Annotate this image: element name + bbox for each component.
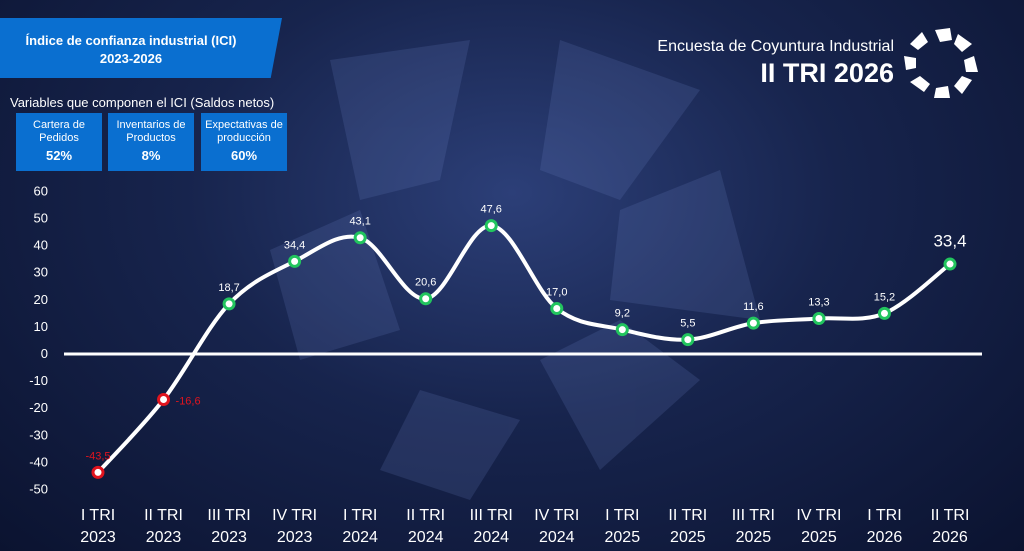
x-tick-label: II TRI 2026 (930, 507, 970, 546)
y-tick-label: -20 (29, 400, 48, 415)
data-point (484, 219, 498, 233)
x-tick-label: IV TRI 2025 (796, 507, 842, 546)
indicator-box: Cartera de Pedidos 52% (16, 113, 102, 171)
indicator-label: Cartera de Pedidos (33, 119, 85, 144)
value-label: -16,6 (176, 395, 201, 407)
x-tick-label: I TRI 2025 (604, 507, 641, 546)
value-label: 17,0 (546, 286, 567, 298)
data-point (288, 254, 302, 268)
y-tick-label: -50 (29, 481, 48, 496)
data-point (812, 312, 826, 326)
data-point (91, 465, 105, 479)
x-tick-label: III TRI 2024 (469, 507, 513, 546)
y-tick-label: 10 (34, 319, 48, 334)
data-point (222, 297, 236, 311)
indicator-value: 60% (230, 148, 258, 163)
x-tick-label: III TRI 2025 (731, 507, 775, 546)
y-tick-label: 30 (34, 265, 48, 280)
x-tick-label: I TRI 2024 (342, 507, 378, 546)
indicators-title: Variables que componen el ICI (Saldos ne… (10, 95, 275, 110)
header-title: Índice de confianza industrial (ICI) 202… (0, 18, 282, 78)
value-label: 43,1 (349, 216, 370, 228)
indicator-value: 52% (45, 148, 73, 163)
survey-period: II TRI 2026 (760, 58, 894, 88)
y-tick-label: 40 (34, 238, 48, 253)
value-label: 47,6 (481, 203, 502, 215)
data-point (550, 301, 564, 315)
value-label: 33,4 (933, 232, 966, 251)
x-tick-label: I TRI 2023 (80, 507, 116, 546)
data-point (943, 257, 957, 271)
y-tick-label: -40 (29, 454, 48, 469)
value-label: 15,2 (874, 291, 895, 303)
y-tick-label: -30 (29, 427, 48, 442)
y-tick-label: 60 (34, 183, 48, 198)
y-tick-label: 0 (41, 346, 48, 361)
data-point (353, 231, 367, 245)
indicator-box: Expectativas de producción 60% (201, 113, 287, 171)
data-point (157, 393, 171, 407)
data-line (96, 223, 952, 474)
value-label: 18,7 (218, 282, 239, 294)
y-tick-label: 50 (34, 211, 48, 226)
x-tick-label: III TRI 2023 (207, 507, 251, 546)
x-tick-label: IV TRI 2023 (272, 507, 318, 546)
value-label: 13,3 (808, 296, 829, 308)
indicator-label: Inventarios de Productos (116, 119, 186, 144)
value-label: 9,2 (615, 308, 630, 320)
data-point (877, 306, 891, 320)
indicator-label: Expectativas de producción (205, 119, 283, 144)
x-tick-label: I TRI 2026 (866, 507, 903, 546)
survey-name: Encuesta de Coyuntura Industrial (657, 38, 894, 55)
x-tick-label: II TRI 2024 (406, 507, 446, 546)
value-label: -43,5 (85, 450, 110, 462)
value-label: 34,4 (284, 239, 305, 251)
data-point (681, 333, 695, 347)
value-label: 20,6 (415, 277, 436, 289)
data-point (615, 323, 629, 337)
data-point (746, 316, 760, 330)
y-tick-label: -10 (29, 373, 48, 388)
value-label: 11,6 (743, 301, 764, 313)
indicator-box: Inventarios de Productos 8% (108, 113, 194, 171)
x-tick-label: II TRI 2025 (668, 507, 708, 546)
background-logo (270, 40, 760, 500)
x-tick-label: II TRI 2023 (144, 507, 183, 546)
indicator-value: 8% (141, 148, 161, 163)
data-point (419, 292, 433, 306)
value-label: 5,5 (680, 318, 695, 330)
y-tick-label: 20 (34, 292, 48, 307)
x-tick-label: IV TRI 2024 (534, 507, 580, 546)
logo (904, 28, 978, 98)
